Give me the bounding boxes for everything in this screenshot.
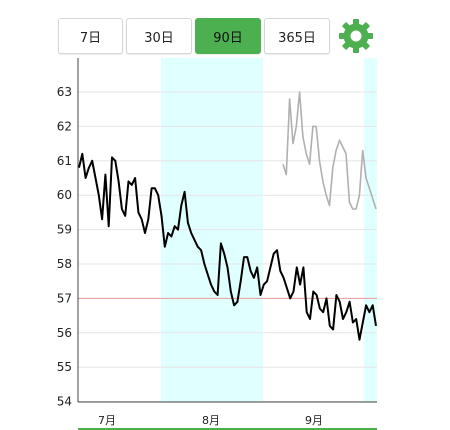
y-tick-label: 61 [57, 154, 72, 168]
weight-chart: 63 62 61 60 59 58 57 56 55 54 7月 8月 9月 [57, 58, 377, 430]
bottom-accent-bar [78, 428, 377, 430]
gear-icon[interactable] [336, 16, 376, 56]
y-tick-label: 57 [57, 291, 72, 305]
tab-7-days[interactable]: 7日 [58, 18, 123, 54]
secondary-series-line [282, 91, 377, 210]
x-tick-label: 7月 [98, 414, 116, 427]
y-tick-label: 55 [57, 360, 72, 374]
y-tick-label: 56 [57, 326, 72, 340]
y-tick-label: 58 [57, 257, 72, 271]
tab-30-days[interactable]: 30日 [126, 18, 192, 54]
y-tick-label: 63 [57, 85, 72, 99]
y-tick-label: 62 [57, 119, 72, 133]
tab-90-days[interactable]: 90日 [195, 18, 261, 54]
x-tick-label: 8月 [202, 414, 220, 427]
main-series-line [78, 152, 377, 341]
y-tick-label: 59 [57, 223, 72, 237]
y-tick-label: 60 [57, 188, 72, 202]
tab-365-days[interactable]: 365日 [264, 18, 330, 54]
range-tab-bar: 7日 30日 90日 365日 [0, 0, 450, 58]
x-tick-label: 9月 [305, 414, 323, 427]
y-tick-label: 54 [57, 395, 72, 409]
